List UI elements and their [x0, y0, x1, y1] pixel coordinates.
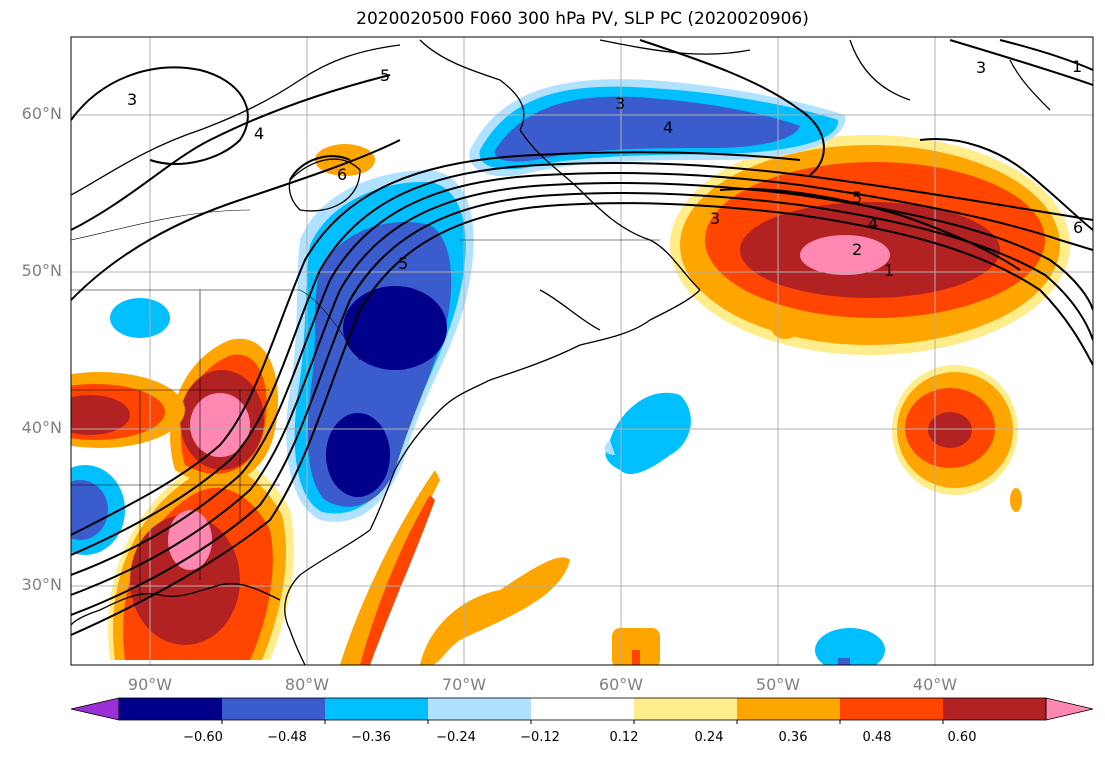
lon-tick-label: 60°W — [598, 675, 644, 694]
contour-label: 6 — [337, 165, 348, 184]
colorbar-tick-label: −0.12 — [520, 730, 560, 745]
pv-negative-region — [110, 298, 170, 338]
lon-tick-label: 50°W — [755, 675, 801, 694]
contour-label: 2 — [852, 240, 863, 259]
pv-negative-region — [71, 480, 108, 540]
contour-label: 5 — [398, 254, 409, 273]
contour-label: 3 — [976, 58, 987, 77]
contour-label: 3 — [615, 94, 626, 113]
contour-label: 1 — [884, 261, 895, 280]
lat-tick-label: 50°N — [21, 261, 62, 280]
pv-negative-region — [838, 658, 850, 665]
contour-label: 3 — [710, 209, 721, 228]
colorbar-tick-label: 0.24 — [694, 730, 724, 745]
pv-negative-region — [815, 628, 885, 665]
contour-label: 5 — [380, 66, 391, 85]
lon-tick-label: 90°W — [127, 675, 173, 694]
pv-negative-region — [343, 286, 447, 370]
lon-tick-label: 80°W — [284, 675, 330, 694]
lat-tick-label: 60°N — [21, 104, 62, 123]
pv-positive-region — [360, 495, 435, 665]
contour-label: 4 — [254, 124, 265, 143]
colorbar-extend-max — [1045, 697, 1094, 721]
colorbar-tick-label: −0.24 — [436, 730, 476, 745]
political-borders — [71, 209, 660, 600]
contour-label: 3 — [127, 90, 138, 109]
map-title: 2020020500 F060 300 hPa PV, SLP PC (2020… — [356, 9, 809, 29]
lat-tick-label: 40°N — [21, 418, 62, 437]
pv-positive-region — [928, 412, 972, 448]
pv-negative-region — [604, 440, 615, 455]
colorbar-frame — [118, 697, 1047, 721]
colorbar-segment — [531, 698, 634, 720]
colorbar-segment — [325, 698, 428, 720]
pv-negative-region — [605, 392, 691, 475]
lon-tick-label: 70°W — [441, 675, 487, 694]
colorbar-tick-label: −0.60 — [183, 730, 223, 745]
colorbar-tick-label: 0.12 — [609, 730, 639, 745]
pv-positive-region — [771, 315, 799, 339]
pv-negative-region — [494, 96, 800, 162]
colorbar-segment — [943, 698, 1046, 720]
gridlines — [71, 37, 1093, 665]
lat-tick-label: 30°N — [21, 575, 62, 594]
contour-label: 5 — [852, 188, 863, 207]
plot-frame — [70, 36, 1094, 666]
colorbar — [70, 697, 1094, 724]
pv-positive-region — [632, 650, 640, 665]
colorbar-segment — [222, 698, 325, 720]
contour-label: 4 — [663, 118, 674, 137]
colorbar-segment — [634, 698, 737, 720]
pv-positive-region — [420, 557, 570, 665]
pv-positive-region — [612, 628, 660, 665]
pv-positive-region — [168, 510, 212, 570]
contour-label: 4 — [868, 214, 879, 233]
pv-negative-region — [326, 413, 390, 497]
colorbar-segment — [840, 698, 943, 720]
pv-positive-region — [190, 393, 250, 457]
colorbar-segment — [737, 698, 840, 720]
colorbar-tick-label: −0.48 — [267, 730, 307, 745]
colorbar-segment — [428, 698, 531, 720]
coastlines — [71, 39, 1051, 665]
colorbar-tick-label: −0.36 — [351, 730, 391, 745]
lon-tick-label: 40°W — [912, 675, 958, 694]
colorbar-tick-label: 0.60 — [947, 730, 977, 745]
pv-positive-region — [340, 470, 440, 665]
pv-positive-region — [800, 235, 890, 275]
contour-label: 6 — [1073, 218, 1084, 237]
colorbar-tick-label: 0.36 — [778, 730, 808, 745]
pv-positive-region — [130, 515, 240, 645]
colorbar-extend-min — [70, 697, 120, 721]
slp-contours — [71, 39, 1093, 636]
colorbar-tick-label: 0.48 — [862, 730, 892, 745]
pv-positive-region — [71, 395, 130, 435]
pv-positive-region — [1010, 488, 1022, 512]
contour-label: 1 — [1072, 57, 1083, 76]
colorbar-segment — [119, 698, 222, 720]
